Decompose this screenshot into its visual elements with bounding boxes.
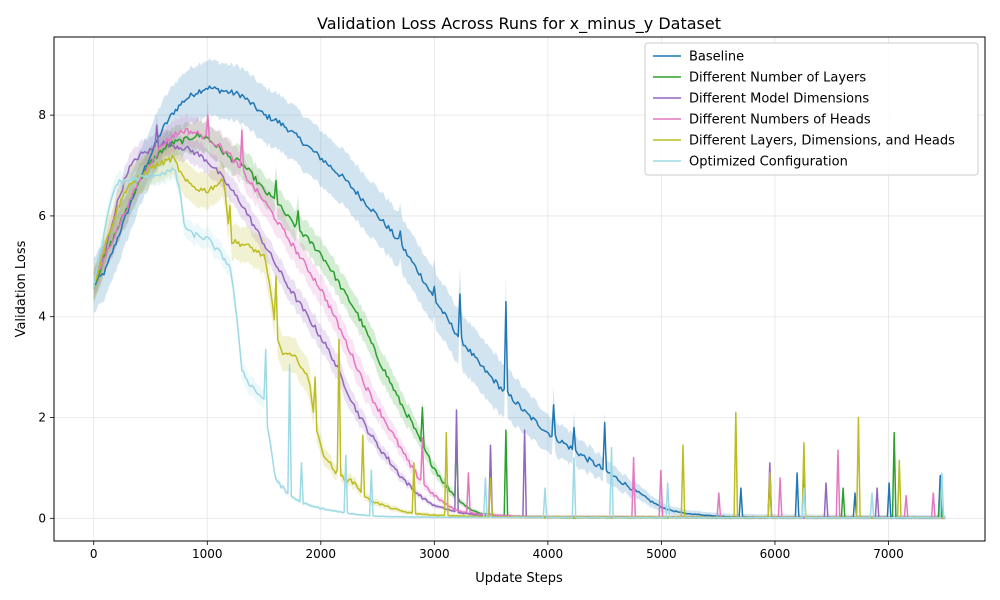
x-tick-label: 5000: [646, 547, 677, 561]
plot-frame: [53, 36, 986, 542]
legend: Baseline Different Number of Layers Differ…: [644, 42, 979, 176]
legend-label: Different Number of Layers: [689, 71, 866, 86]
legend-label: Baseline: [689, 50, 744, 65]
x-tick-label: 3000: [419, 547, 450, 561]
x-tick-label: 0: [90, 547, 98, 561]
y-tick-label: 2: [38, 411, 46, 425]
x-axis-label: Update Steps: [475, 571, 563, 586]
y-axis-label: Validation Loss: [14, 240, 29, 337]
confidence-band: [93, 100, 946, 520]
x-tick-label: 2000: [306, 547, 337, 561]
confidence-band: [93, 138, 946, 520]
legend-label: Optimized Configuration: [689, 155, 848, 170]
legend-label: Different Model Dimensions: [689, 92, 869, 107]
y-tick-label: 0: [38, 511, 46, 525]
x-tick-label: 7000: [873, 547, 904, 561]
y-tick-label: 6: [38, 209, 46, 223]
x-axis-ticks: 0 1000 2000 3000 4000 5000 6000 7000: [90, 541, 904, 561]
y-tick-label: 4: [38, 310, 46, 324]
chart-title: Validation Loss Across Runs for x_minus_…: [317, 14, 721, 34]
legend-box: [644, 42, 979, 176]
x-tick-label: 1000: [192, 547, 223, 561]
y-tick-label: 8: [38, 108, 46, 122]
confidence-band: [93, 112, 946, 520]
x-tick-label: 6000: [760, 547, 791, 561]
confidence-band: [93, 157, 946, 520]
series-line: [92, 167, 946, 519]
y-axis-ticks: 0 2 4 6 8: [38, 108, 54, 525]
series-lines: [92, 85, 946, 519]
x-tick-label: 4000: [533, 547, 564, 561]
legend-label: Different Numbers of Heads: [689, 113, 871, 128]
legend-label: Different Layers, Dimensions, and Heads: [689, 134, 955, 149]
